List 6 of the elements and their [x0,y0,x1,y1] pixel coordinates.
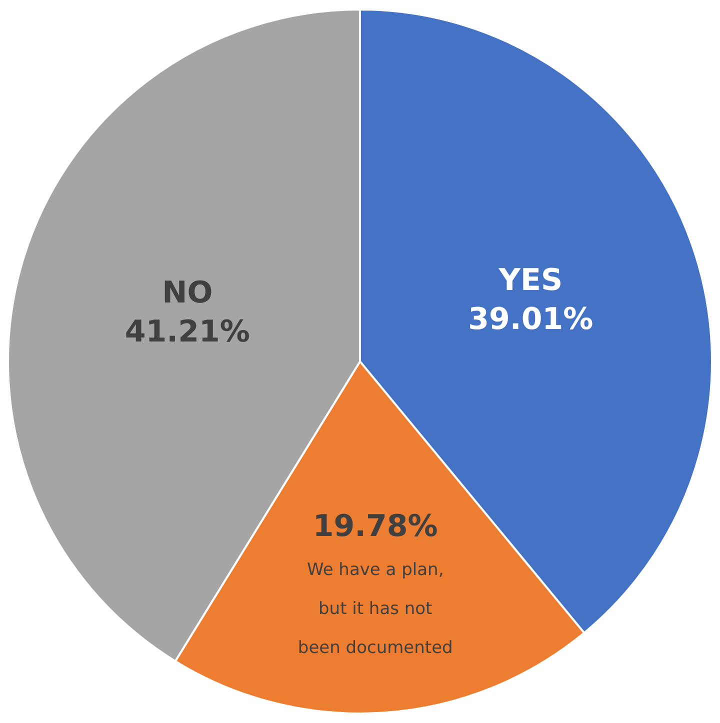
slice-label: YES [498,263,563,298]
slice-label: We have a plan, but it has not been documented [298,560,453,658]
data-label: 41.21% [124,314,250,350]
slice-label: NO [162,276,213,311]
data-label: 39.01% [468,302,594,338]
data-label: 19.78% [312,508,438,544]
